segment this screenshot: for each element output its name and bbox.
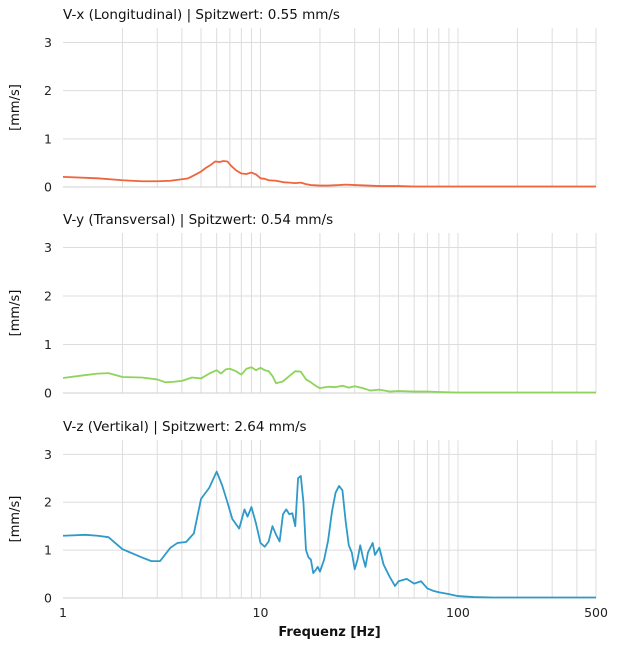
x-tick-label: 10	[253, 605, 269, 620]
panel-title: V-y (Transversal) | Spitzwert: 0.54 mm/s	[63, 212, 333, 228]
series-line	[62, 470, 596, 599]
y-axis-label: [mm/s]	[8, 496, 23, 543]
panel-title: V-x (Longitudinal) | Spitzwert: 0.55 mm/…	[63, 7, 340, 23]
y-tick-label: 1	[44, 543, 52, 558]
y-axis-label: [mm/s]	[8, 84, 23, 131]
y-tick-label: 1	[44, 131, 52, 146]
y-tick-label: 0	[44, 180, 52, 195]
x-axis-label: Frequenz [Hz]	[278, 625, 380, 640]
y-tick-label: 2	[44, 495, 52, 510]
y-tick-label: 3	[44, 35, 52, 50]
x-tick-label: 1	[59, 605, 67, 620]
y-tick-label: 2	[44, 83, 52, 98]
y-tick-label: 0	[44, 591, 52, 606]
panel-title: V-z (Vertikal) | Spitzwert: 2.64 mm/s	[63, 419, 307, 435]
series-line	[62, 366, 596, 394]
y-tick-label: 1	[44, 337, 52, 352]
y-axis-label: [mm/s]	[8, 290, 23, 337]
y-tick-label: 0	[44, 386, 52, 401]
y-tick-label: 2	[44, 289, 52, 304]
x-tick-label: 500	[584, 605, 608, 620]
y-tick-label: 3	[44, 240, 52, 255]
x-tick-label: 100	[446, 605, 470, 620]
series-line	[62, 160, 596, 188]
y-tick-label: 3	[44, 447, 52, 462]
